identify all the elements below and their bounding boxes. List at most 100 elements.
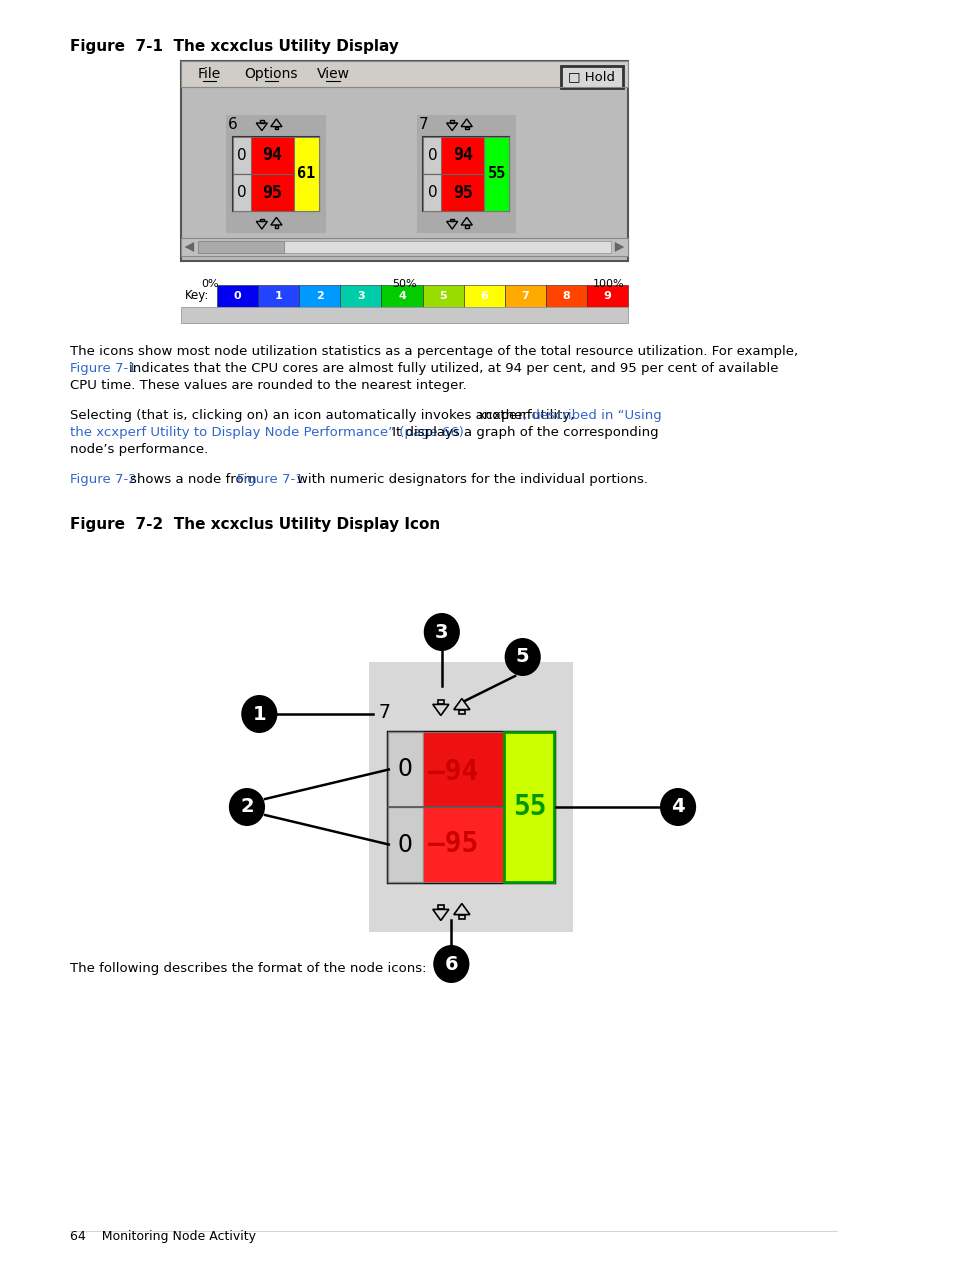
Bar bbox=[387, 807, 422, 882]
Bar bbox=[437, 905, 443, 909]
Text: indicates that the CPU cores are almost fully utilized, at 94 per cent, and 95 p: indicates that the CPU cores are almost … bbox=[130, 362, 778, 375]
Text: 5: 5 bbox=[516, 647, 529, 666]
Text: Figure 7-2: Figure 7-2 bbox=[71, 473, 137, 486]
Text: 64    Monitoring Node Activity: 64 Monitoring Node Activity bbox=[71, 1230, 256, 1243]
Text: 3: 3 bbox=[435, 623, 448, 642]
Text: The following describes the format of the node icons:: The following describes the format of th… bbox=[71, 962, 427, 975]
Bar bbox=[423, 174, 441, 211]
Bar bbox=[226, 114, 325, 233]
Bar bbox=[484, 137, 509, 211]
Text: 6: 6 bbox=[228, 117, 237, 132]
Bar bbox=[387, 732, 422, 807]
Text: 6: 6 bbox=[444, 955, 457, 974]
Text: 0: 0 bbox=[427, 186, 436, 200]
Bar bbox=[387, 732, 554, 882]
Bar bbox=[458, 915, 464, 919]
Text: CPU time. These values are rounded to the nearest integer.: CPU time. These values are rounded to th… bbox=[71, 379, 467, 391]
Bar bbox=[233, 137, 318, 211]
Bar bbox=[423, 137, 509, 211]
Text: 50%: 50% bbox=[392, 280, 416, 289]
Polygon shape bbox=[614, 241, 623, 252]
Bar bbox=[181, 61, 627, 86]
Bar bbox=[369, 662, 573, 932]
Text: 0: 0 bbox=[237, 147, 247, 163]
Bar bbox=[181, 308, 627, 323]
Bar bbox=[504, 285, 545, 308]
Text: —95: —95 bbox=[428, 830, 478, 858]
Text: 5: 5 bbox=[438, 291, 446, 301]
Bar bbox=[294, 137, 318, 211]
Text: 1: 1 bbox=[274, 291, 282, 301]
Circle shape bbox=[504, 638, 540, 676]
Text: 6: 6 bbox=[479, 291, 488, 301]
Text: 94: 94 bbox=[453, 146, 473, 164]
Text: □ Hold: □ Hold bbox=[568, 70, 615, 84]
Text: Options: Options bbox=[244, 67, 297, 81]
Bar bbox=[251, 174, 294, 211]
Text: Key:: Key: bbox=[185, 290, 209, 302]
Text: Figure 7-1: Figure 7-1 bbox=[236, 473, 303, 486]
Text: node’s performance.: node’s performance. bbox=[71, 444, 209, 456]
Text: 4: 4 bbox=[397, 291, 405, 301]
Text: the xcxperf Utility to Display Node Performance” (page 66).: the xcxperf Utility to Display Node Perf… bbox=[71, 426, 468, 438]
Text: 100%: 100% bbox=[592, 280, 623, 289]
Bar bbox=[381, 285, 422, 308]
Bar bbox=[504, 732, 554, 882]
Text: —94: —94 bbox=[428, 759, 478, 787]
Circle shape bbox=[423, 613, 459, 651]
Text: Figure  7-1  The xcxclus Utility Display: Figure 7-1 The xcxclus Utility Display bbox=[71, 39, 399, 53]
Text: Selecting (that is, clicking on) an icon automatically invokes another utility,: Selecting (that is, clicking on) an icon… bbox=[71, 409, 578, 422]
Text: 2: 2 bbox=[240, 797, 253, 816]
Bar bbox=[340, 285, 381, 308]
Bar bbox=[197, 241, 610, 253]
Text: 0%: 0% bbox=[201, 280, 219, 289]
Text: The icons show most node utilization statistics as a percentage of the total res: The icons show most node utilization sta… bbox=[71, 344, 798, 358]
Text: 94: 94 bbox=[262, 146, 282, 164]
Text: 7: 7 bbox=[521, 291, 529, 301]
Bar bbox=[450, 219, 454, 221]
Circle shape bbox=[229, 788, 265, 826]
Bar bbox=[233, 174, 251, 211]
Text: 7: 7 bbox=[378, 703, 390, 722]
Text: shows a node from: shows a node from bbox=[131, 473, 261, 486]
Text: Figure  7-2  The xcxclus Utility Display Icon: Figure 7-2 The xcxclus Utility Display I… bbox=[71, 517, 440, 533]
Bar bbox=[299, 285, 340, 308]
Bar bbox=[441, 137, 484, 174]
Bar bbox=[181, 238, 627, 255]
Bar bbox=[422, 732, 504, 807]
Text: 3: 3 bbox=[356, 291, 364, 301]
Text: 9: 9 bbox=[603, 291, 611, 301]
Bar bbox=[274, 127, 278, 130]
Bar bbox=[464, 225, 468, 228]
Bar bbox=[423, 137, 441, 174]
Text: , described in “Using: , described in “Using bbox=[523, 409, 661, 422]
Bar bbox=[233, 137, 251, 174]
Text: 95: 95 bbox=[453, 183, 473, 202]
Text: 8: 8 bbox=[562, 291, 570, 301]
Text: 1: 1 bbox=[253, 704, 266, 723]
Bar bbox=[441, 174, 484, 211]
Text: 4: 4 bbox=[671, 797, 684, 816]
Text: 0: 0 bbox=[233, 291, 241, 301]
Bar bbox=[561, 66, 622, 88]
Bar bbox=[463, 285, 504, 308]
Text: Figure 7-1: Figure 7-1 bbox=[71, 362, 137, 375]
Bar bbox=[450, 121, 454, 123]
Bar bbox=[586, 285, 627, 308]
Bar bbox=[422, 285, 463, 308]
Bar bbox=[458, 709, 464, 714]
Text: View: View bbox=[316, 67, 349, 81]
Text: with numeric designators for the individual portions.: with numeric designators for the individ… bbox=[296, 473, 647, 486]
Bar bbox=[251, 137, 294, 174]
Bar bbox=[181, 61, 627, 261]
Text: xcxperf: xcxperf bbox=[477, 409, 533, 422]
Bar bbox=[437, 700, 443, 704]
Polygon shape bbox=[185, 241, 193, 252]
Text: 0: 0 bbox=[237, 186, 247, 200]
Bar bbox=[259, 219, 263, 221]
Bar bbox=[258, 285, 299, 308]
Text: 95: 95 bbox=[262, 183, 282, 202]
Circle shape bbox=[659, 788, 696, 826]
Text: 0: 0 bbox=[397, 833, 413, 857]
Bar bbox=[545, 285, 586, 308]
